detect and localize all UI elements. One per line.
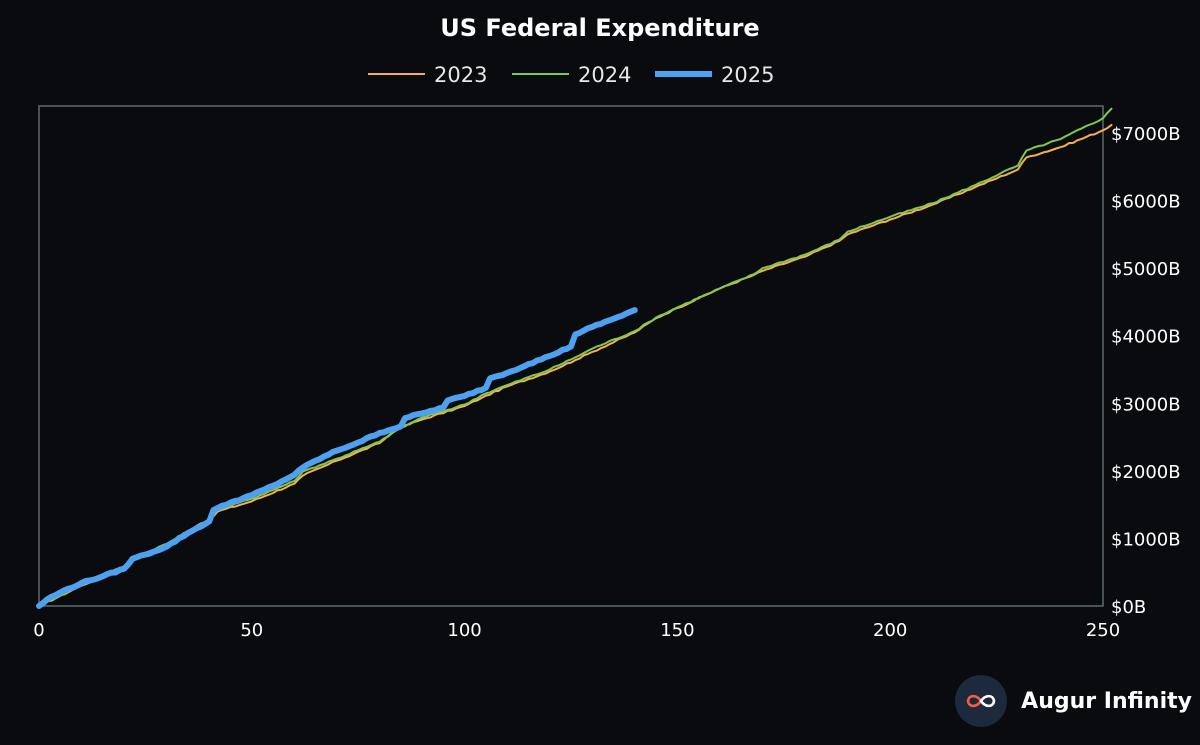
x-tick-label: 100 (447, 620, 481, 641)
y-tick-label: $1000B (1111, 529, 1181, 550)
series-line-2025 (36, 307, 638, 609)
y-axis: $0B $1000B $2000B $3000B $4000B $5000B $6000B $… (1111, 124, 1181, 618)
legend-label-2024: 2024 (578, 63, 631, 87)
legend: 2023 2024 2025 (368, 63, 774, 87)
infinity-icon (955, 675, 1008, 727)
y-tick-label: $6000B (1111, 192, 1181, 213)
y-tick-label: $0B (1111, 597, 1146, 618)
y-tick-label: $5000B (1111, 259, 1181, 280)
legend-label-2025: 2025 (721, 63, 774, 87)
y-tick-label: $4000B (1111, 327, 1181, 348)
chart-title: US Federal Expenditure (440, 14, 759, 42)
y-tick-label: $7000B (1111, 124, 1181, 145)
legend-item-2024: 2024 (512, 63, 631, 87)
x-tick-label: 50 (240, 620, 263, 641)
legend-item-2025: 2025 (655, 63, 774, 87)
legend-label-2023: 2023 (434, 63, 487, 87)
x-tick-label: 200 (873, 620, 907, 641)
legend-item-2023: 2023 (368, 63, 487, 87)
x-tick-label: 0 (33, 620, 44, 641)
brand: Augur Infinity (955, 675, 1192, 727)
series-line-2024 (38, 107, 1113, 607)
plot-area-border (38, 105, 1104, 607)
y-tick-label: $3000B (1111, 394, 1181, 415)
x-tick-label: 150 (660, 620, 694, 641)
x-tick-label: 250 (1086, 620, 1120, 641)
series-layer (36, 107, 1113, 609)
y-tick-label: $2000B (1111, 462, 1181, 483)
brand-name: Augur Infinity (1021, 688, 1192, 714)
x-axis: 0 50 100 150 200 250 (33, 620, 1120, 641)
